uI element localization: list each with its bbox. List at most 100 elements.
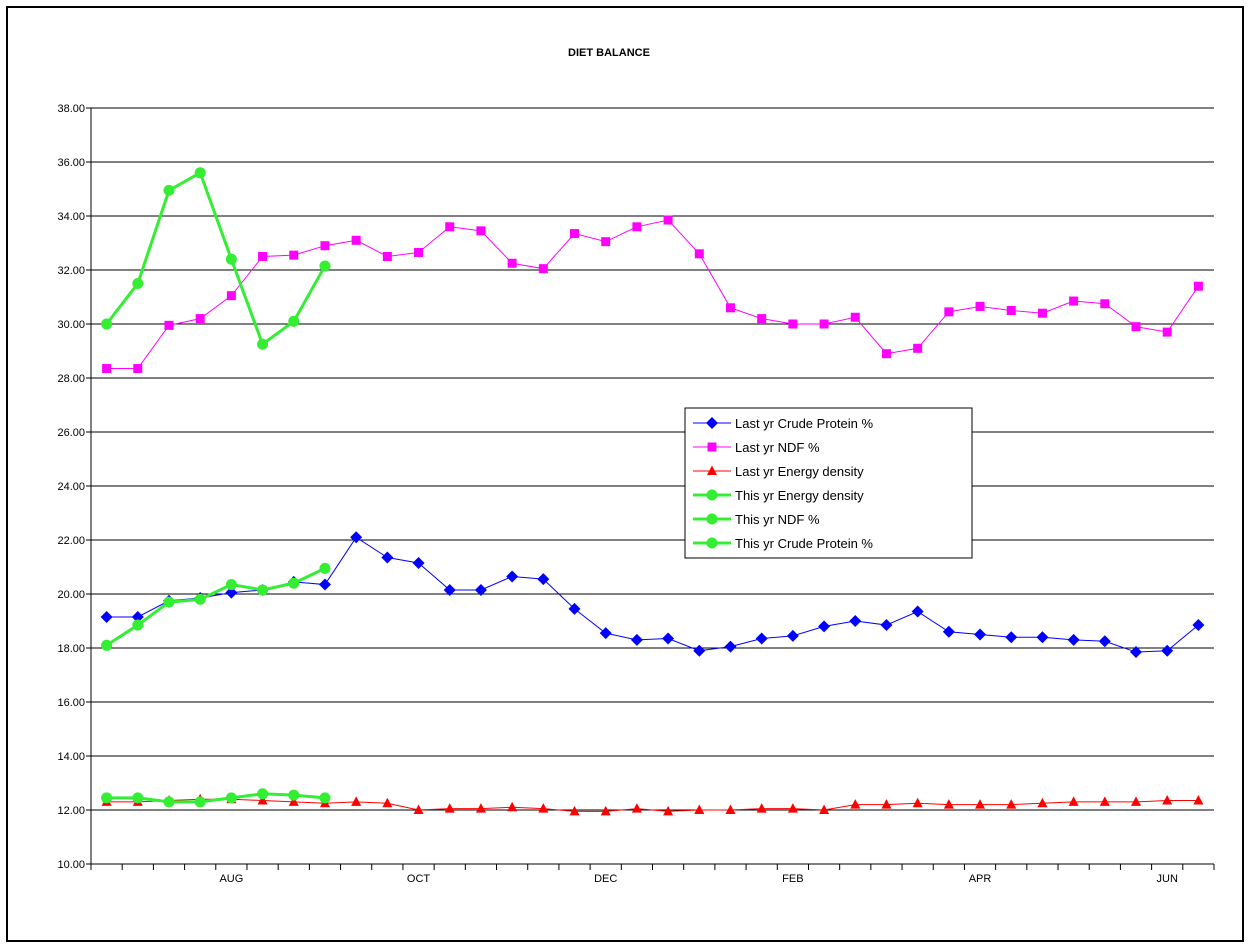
data-point [258,252,268,261]
data-point [318,578,331,591]
data-point [819,319,829,329]
data-point [445,222,455,232]
y-tick-label: 28.00 [57,373,85,385]
chart-title: DIET BALANCE [568,47,650,59]
data-point [881,349,891,359]
data-point [601,237,611,247]
y-tick-label: 26.00 [57,427,85,439]
data-point [194,167,206,179]
legend-label: Last yr NDF % [735,440,820,455]
data-point [163,596,175,608]
data-point [1068,796,1079,806]
y-tick-label: 10.00 [57,859,85,871]
data-point [474,583,487,596]
data-point [631,803,642,813]
data-point [225,586,238,599]
y-tick-label: 18.00 [57,643,85,655]
data-point [288,577,300,589]
x-tick-label: OCT [407,873,431,885]
data-point [257,584,269,596]
data-point [1098,635,1111,648]
data-point [382,252,392,261]
data-point [100,610,113,623]
data-point [663,215,673,225]
data-point [288,789,300,801]
data-point [1162,327,1172,337]
legend-label: Last yr Energy density [735,464,864,479]
data-point [382,797,393,808]
chart-frame: DIET BALANCE 10.00 12.00 14.00 16.00 18.00 20… [6,6,1244,942]
data-point [475,803,486,813]
data-point [975,301,985,311]
x-tick-label: JUN [1157,873,1178,885]
data-point [570,229,580,239]
data-point [911,605,924,618]
data-point [132,278,144,289]
data-point [351,796,362,806]
data-point [974,628,987,641]
data-point [101,639,113,651]
data-point [1067,633,1080,646]
y-tick-label: 36.00 [57,157,85,169]
data-point [538,803,549,813]
series-line [105,170,327,347]
data-point [757,314,767,324]
y-tick-label: 16.00 [57,697,85,709]
data-point [1100,299,1110,309]
data-point [381,551,394,564]
data-point [913,343,923,353]
y-tick-label: 12.00 [57,805,85,817]
data-point [786,629,799,642]
data-point [414,247,424,257]
data-point [133,364,143,374]
data-point [942,625,955,638]
data-point [663,805,674,816]
data-point [101,792,113,804]
data-point [257,795,268,805]
legend: Last yr Crude Protein % Last yr NDF % Last… [684,407,973,559]
data-point [755,632,768,645]
legend-swatch-marker [707,442,717,452]
legend-swatch-marker [707,465,717,475]
data-point [880,619,893,632]
diet-balance-chart: DIET BALANCE 10.00 12.00 14.00 16.00 18.00 20… [57,47,1215,885]
series-line [106,219,1199,370]
series-line [106,536,1199,653]
x-tick-label: FEB [782,873,803,885]
data-point [476,226,486,236]
data-point [725,804,736,814]
data-point [569,805,580,816]
data-point [319,260,331,272]
data-point [568,602,581,615]
data-point [632,222,642,232]
legend-swatch-marker [706,417,718,429]
data-point [1131,322,1141,332]
data-point [1037,797,1048,808]
data-point [1005,631,1018,644]
series-layer [100,167,1205,816]
series-1 [102,215,1203,374]
data-point [444,803,455,813]
data-point [694,804,705,814]
data-point [599,627,612,640]
data-point [163,796,175,808]
data-point [164,320,174,330]
data-point [443,583,456,596]
y-tick-label: 30.00 [57,319,85,331]
data-point [1131,796,1142,806]
legend-label: Last yr Crude Protein % [735,416,873,431]
y-tick-label: 24.00 [57,481,85,493]
data-point [1162,795,1173,805]
data-point [194,796,206,808]
y-tick-label: 20.00 [57,589,85,601]
data-point [1130,646,1143,659]
data-point [600,805,611,816]
data-point [693,644,706,657]
data-point [1006,799,1017,809]
data-point [756,803,767,813]
x-tick-label: APR [969,873,992,885]
data-point [257,788,269,800]
data-point [507,258,517,268]
legend-label: This yr NDF % [735,512,820,527]
y-tick-label: 14.00 [57,751,85,763]
